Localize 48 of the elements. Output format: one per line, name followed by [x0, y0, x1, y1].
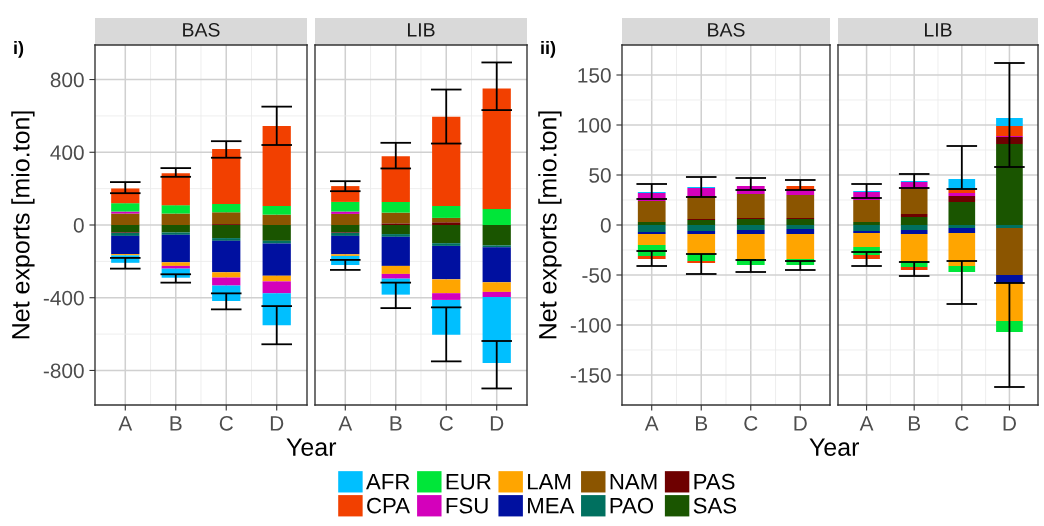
x-tick-label: A — [338, 416, 353, 431]
chart-title: LIB — [925, 23, 952, 37]
x-tick-label: B — [908, 416, 921, 431]
y-tick-label: 0 — [600, 218, 611, 233]
x-tick-label: D — [490, 416, 504, 431]
x-axis-title: Year — [286, 438, 337, 456]
x-tick-label: C — [744, 415, 758, 431]
y-tick-label: -50 — [582, 268, 611, 283]
x-tick-label: A — [118, 416, 133, 431]
chart-title: BAS — [708, 22, 745, 37]
legend-label: PAS — [694, 473, 735, 490]
y-tick-label: -800 — [43, 363, 84, 379]
x-tick-label: B — [170, 416, 182, 431]
legend-label: NAM — [610, 474, 657, 490]
x-tick-label: A — [644, 416, 659, 431]
y-tick-label: -150 — [570, 368, 611, 383]
y-tick-label: 800 — [50, 72, 84, 88]
x-tick-label: B — [390, 416, 402, 431]
legend-label: EUR — [446, 474, 491, 490]
x-tick-label: D — [794, 416, 807, 431]
x-tick-label: D — [1003, 416, 1016, 431]
y-tick-label: 50 — [589, 168, 611, 183]
y-axis-title: Net exports [mio.ton] — [538, 111, 562, 339]
y-tick-label: 100 — [578, 118, 611, 133]
legend-label: MEA — [528, 498, 575, 514]
y-tick-label: 400 — [50, 145, 84, 161]
legend-label: FSU — [446, 497, 488, 514]
chart-title: LIB — [408, 23, 435, 37]
y-tick-label: -100 — [570, 318, 611, 333]
text: ii) — [541, 41, 556, 58]
x-tick-label: D — [270, 416, 284, 431]
y-tick-label: 150 — [578, 68, 611, 83]
legend-label: PAO — [610, 497, 654, 514]
x-tick-label: C — [955, 415, 969, 431]
x-tick-label: C — [219, 415, 233, 431]
y-axis-title: Net exports [mio.ton] — [11, 111, 35, 339]
legend-label: SAS — [693, 497, 737, 514]
x-tick-label: A — [859, 416, 874, 431]
x-axis-title: Year — [809, 438, 860, 456]
legend-label: AFR — [366, 474, 410, 490]
legend-label: CPA — [367, 497, 410, 514]
text: i) — [14, 41, 24, 58]
x-tick-label: B — [696, 416, 708, 431]
y-tick-label: -400 — [43, 290, 84, 306]
x-tick-label: C — [439, 415, 453, 431]
chart-title: BAS — [183, 22, 220, 37]
y-tick-label: 0 — [73, 218, 84, 233]
legend-label: LAM — [528, 474, 571, 490]
